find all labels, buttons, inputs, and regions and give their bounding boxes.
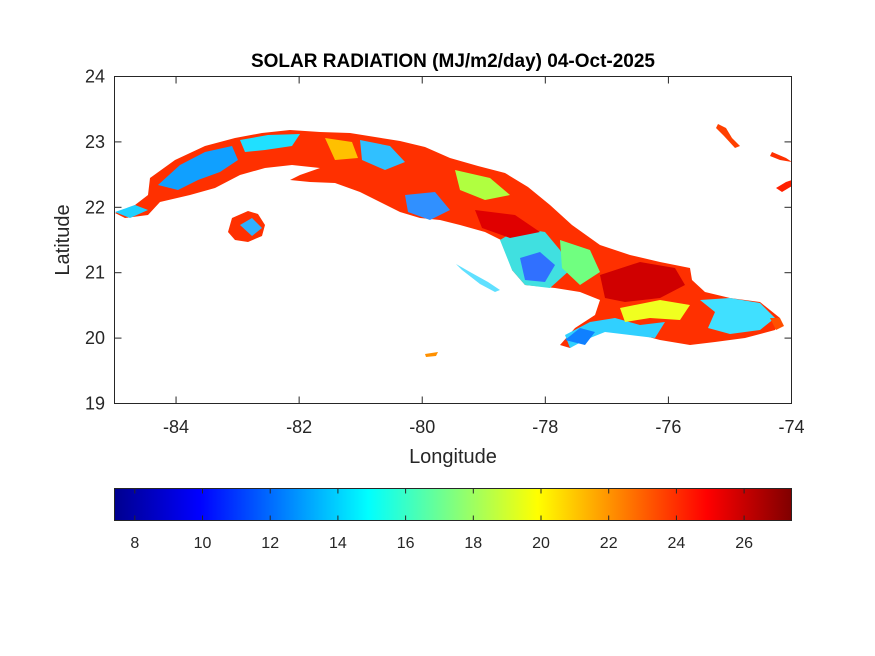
low-radiation-patch — [565, 328, 595, 345]
x-tick-label: -82 — [286, 417, 312, 437]
y-tick-label: 21 — [85, 263, 105, 283]
island-fragment — [425, 352, 438, 357]
x-tick-label: -84 — [163, 417, 189, 437]
mid-radiation-patch — [560, 240, 600, 285]
colorbar — [114, 488, 792, 521]
island-fragment — [716, 124, 740, 148]
low-radiation-patch — [240, 218, 262, 236]
radiation-map — [115, 124, 792, 357]
axis-ticks: -84 -82 -80 -78 -76 -74 19 20 21 22 23 24 — [85, 67, 805, 438]
map-title: SOLAR RADIATION (MJ/m2/day) 04-Oct-2025 — [251, 51, 655, 72]
low-radiation-patch — [158, 146, 238, 190]
y-tick-label: 22 — [85, 197, 105, 217]
high-radiation-patch — [475, 210, 540, 238]
colorbar-ticks: 8 10 12 14 16 18 20 22 24 26 — [130, 488, 753, 552]
low-radiation-patch — [520, 252, 555, 282]
y-tick-label: 19 — [85, 394, 105, 414]
y-tick-label: 20 — [85, 328, 105, 348]
x-tick-label: -74 — [778, 417, 804, 437]
low-radiation-patch — [240, 134, 300, 152]
plot-frame — [114, 76, 792, 404]
island-fragment — [770, 152, 792, 162]
colorbar-tick-label: 22 — [600, 535, 618, 552]
y-tick-label: 24 — [85, 67, 105, 87]
island-fragment — [770, 318, 784, 330]
mid-radiation-patch — [325, 138, 358, 160]
colorbar-tick-label: 12 — [261, 535, 279, 552]
colorbar-tick-label: 14 — [329, 535, 347, 552]
colorbar-tick-label: 26 — [735, 535, 753, 552]
mid-radiation-patch — [455, 170, 510, 200]
x-tick-label: -76 — [655, 417, 681, 437]
low-radiation-patch — [700, 298, 775, 334]
colorbar-tick-label: 20 — [532, 535, 550, 552]
y-axis-label: Latitude — [52, 204, 74, 275]
x-tick-label: -80 — [409, 417, 435, 437]
colorbar-tick-label: 18 — [464, 535, 482, 552]
colorbar-tick-label: 16 — [397, 535, 415, 552]
low-radiation-patch — [405, 192, 450, 220]
colorbar-tick-label: 24 — [668, 535, 686, 552]
x-tick-label: -78 — [532, 417, 558, 437]
low-radiation-patch — [360, 140, 405, 170]
high-radiation-patch — [600, 262, 685, 302]
colorbar-tick-label: 8 — [130, 535, 139, 552]
low-radiation-patch — [115, 205, 148, 218]
island-fragment — [776, 180, 792, 192]
island-fragment — [456, 264, 500, 292]
y-tick-label: 23 — [85, 132, 105, 152]
colorbar-tick-label: 10 — [194, 535, 212, 552]
mid-radiation-patch — [620, 300, 690, 322]
x-axis-label: Longitude — [409, 446, 497, 468]
low-radiation-patch — [565, 318, 665, 348]
